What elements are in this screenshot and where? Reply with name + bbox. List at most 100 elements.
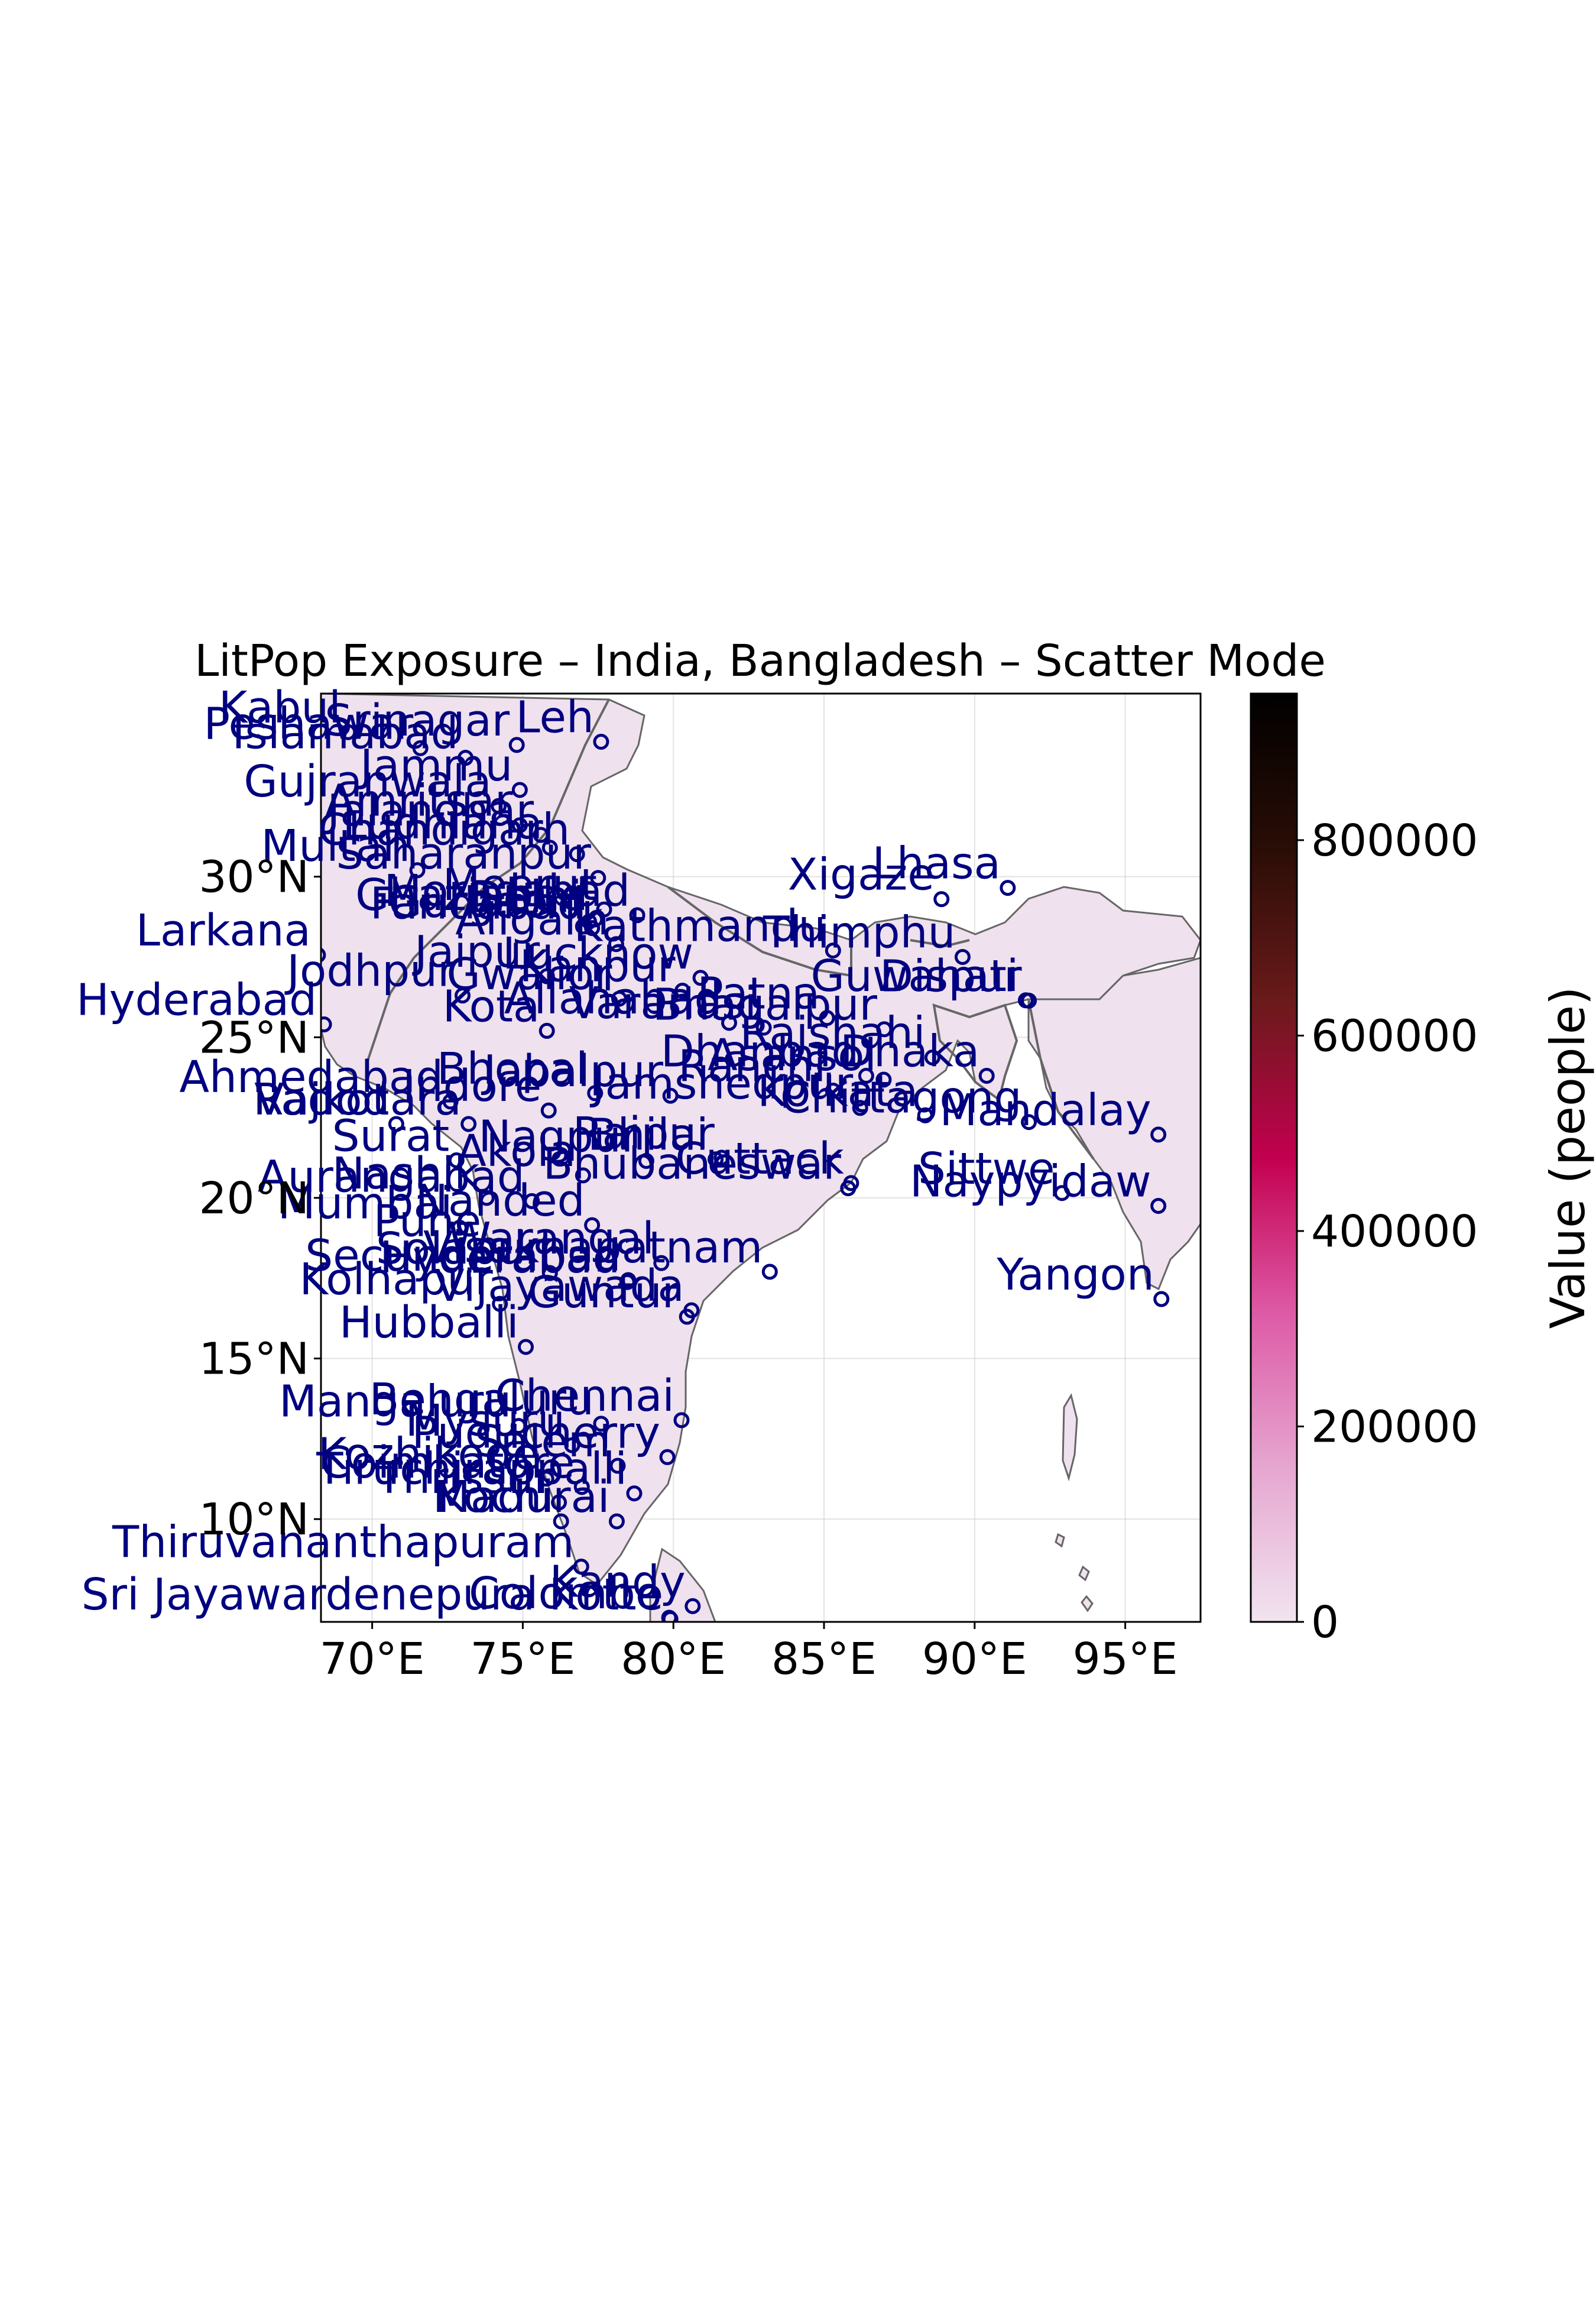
city-label: Jodhpur <box>284 946 456 997</box>
city-label: Lucknow <box>502 928 693 979</box>
city-label: Saharanpur <box>336 828 591 879</box>
city-marker <box>933 891 950 908</box>
city-marker <box>538 1471 554 1487</box>
city-label: Allahabad <box>504 973 722 1024</box>
y-tick-label: 30°N <box>199 852 309 903</box>
city-marker <box>1150 1126 1167 1143</box>
city-marker <box>448 1152 465 1168</box>
city-label: Jammu <box>358 740 512 791</box>
city-label: Ranchi <box>678 1041 826 1092</box>
city-label: Gurgaon <box>388 877 576 928</box>
city-label: Mandalay <box>940 1085 1151 1136</box>
city-marker <box>858 1067 874 1084</box>
city-marker <box>761 1264 778 1280</box>
city-marker <box>1054 1185 1071 1201</box>
x-tick-label: 90°E <box>922 1634 1027 1685</box>
city-label: Bhilai <box>588 1110 709 1161</box>
pakistan-india-border <box>365 699 610 1065</box>
x-axis-ticks: 70°E 75°E 80°E 85°E 90°E 95°E <box>320 1622 1178 1685</box>
city-marker <box>674 983 691 999</box>
city-label: Jaipur <box>412 927 540 977</box>
city-label: Kochi <box>437 1472 554 1523</box>
city-label: Ludhiana <box>342 798 543 849</box>
myanmar-border <box>1027 999 1095 1160</box>
city-label: Thrissur <box>375 1453 552 1504</box>
city-marker <box>573 1559 589 1575</box>
city-marker <box>442 1093 459 1110</box>
city-marker <box>541 1265 558 1281</box>
city-marker <box>1000 880 1016 896</box>
city-label: Coimbatore <box>320 1437 575 1488</box>
city-marker <box>978 1067 995 1084</box>
colorbar-tick-label: 600000 <box>1311 1011 1478 1061</box>
city-label: Patna <box>697 969 820 1019</box>
city-label: Warangal <box>447 1213 654 1264</box>
city-marker <box>478 1190 495 1206</box>
city-label: Chandigarh <box>317 805 570 856</box>
city-label: Meerut <box>443 860 597 911</box>
city-label: Jabalpur <box>481 1046 664 1097</box>
city-marker <box>917 1107 933 1123</box>
city-marker <box>593 1416 609 1432</box>
city-marker <box>840 1180 857 1197</box>
city-label: Asansol <box>708 1030 877 1081</box>
city-label: Dhaka <box>840 1026 979 1077</box>
city-label: Akola <box>456 1126 576 1177</box>
city-marker <box>755 1019 772 1036</box>
city-label: Varanasi <box>569 978 757 1029</box>
city-label: Aligarh <box>455 895 609 945</box>
city-label: Madurai <box>433 1472 609 1523</box>
city-marker <box>825 1082 841 1099</box>
colorbar-gradient <box>1250 692 1298 1623</box>
city-marker <box>551 1494 567 1511</box>
colorbar-tick-label: 200000 <box>1311 1401 1478 1452</box>
city-marker <box>819 1010 835 1026</box>
city-label: Tiruchirappalli <box>316 1444 627 1495</box>
colorbar: 0 200000 400000 600000 800000 Value (people) <box>1250 692 1595 1648</box>
city-label: Thiruvananthapuram <box>112 1517 574 1568</box>
y-tick-label: 20°N <box>199 1173 309 1224</box>
city-marker <box>679 1309 695 1325</box>
city-marker <box>575 1167 591 1184</box>
city-marker <box>659 1449 676 1465</box>
nicobar-islands <box>1055 1533 1094 1612</box>
city-label: Larkana <box>136 905 311 956</box>
city-label: Kolkata <box>757 1065 918 1116</box>
city-marker <box>609 1458 626 1474</box>
city-label: Vijayawada <box>434 1261 685 1311</box>
city-marker <box>510 1418 527 1434</box>
city-label: Hyderabad <box>76 975 317 1026</box>
city-marker <box>875 1071 892 1088</box>
city-marker <box>540 1102 557 1119</box>
city-label: Gwalior <box>446 949 612 1000</box>
city-marker <box>653 1255 670 1271</box>
city-marker <box>1021 992 1037 1009</box>
myanmar-landmass <box>1027 957 1201 1291</box>
city-marker <box>662 1611 679 1622</box>
city-markers <box>321 724 1170 1622</box>
city-marker <box>590 870 606 886</box>
city-marker <box>480 1237 497 1254</box>
city-label: Salem <box>474 1416 611 1467</box>
city-label: Rajshahi <box>739 1008 925 1059</box>
city-label: Amritsar <box>325 776 513 827</box>
city-marker <box>876 1021 893 1038</box>
colorbar-tick-label: 800000 <box>1311 815 1478 866</box>
city-label: Surat <box>332 1110 450 1161</box>
city-label: Hubballi <box>339 1297 519 1348</box>
city-label: Aurangabad <box>258 1151 525 1202</box>
city-marker <box>721 1015 737 1031</box>
city-marker <box>608 936 624 953</box>
city-marker <box>626 1485 643 1502</box>
city-label: Peshawar <box>204 698 414 749</box>
city-marker <box>460 1116 477 1132</box>
city-label: Sri Jayawardenepura Kotte <box>82 1569 664 1620</box>
city-label: Bengaluru <box>369 1374 594 1425</box>
city-label: Ahmedabad <box>179 1052 443 1103</box>
city-label: Dispur <box>880 951 1022 1002</box>
x-tick-label: 85°E <box>771 1634 877 1685</box>
y-axis-ticks: 10°N 15°N 20°N 25°N 30°N <box>199 852 321 1545</box>
city-marker <box>708 1151 724 1168</box>
